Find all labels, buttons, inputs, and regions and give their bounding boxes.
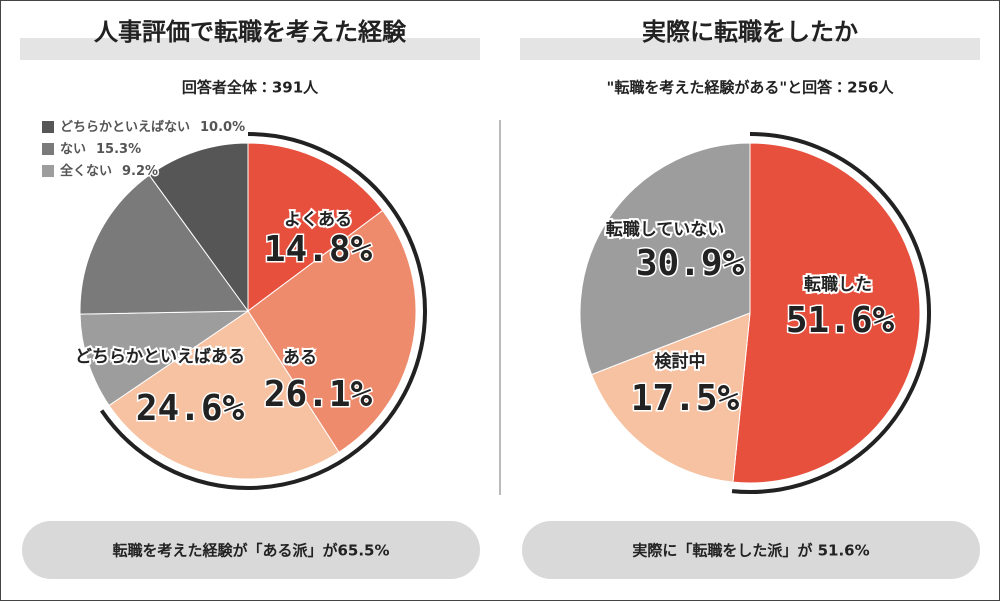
pie-slice — [732, 142, 921, 484]
summary-pill — [522, 521, 980, 579]
pie-slice — [247, 142, 384, 312]
slice-label: ある — [283, 348, 317, 368]
slice-value: 14.8% — [264, 229, 373, 270]
pie-slice — [79, 310, 250, 407]
pie-slice — [247, 209, 417, 453]
title-band — [20, 38, 480, 60]
title-band — [520, 38, 980, 60]
legend-entry: 全くない 9.2% — [60, 163, 158, 179]
slice-value: 24.6% — [136, 388, 245, 429]
legend-swatch — [42, 165, 54, 177]
pie-slice — [579, 142, 751, 376]
chart-subtitle: 回答者全体：391人 — [182, 79, 319, 97]
slice-label: 検討中 — [655, 351, 706, 372]
summary-text: 実際に「転職をした派」が 51.6% — [632, 542, 869, 560]
legend-entry: どちらかといえばない 10.0% — [60, 120, 245, 135]
chart-title: 人事評価で転職を考えた経験 — [93, 18, 407, 46]
pie-slice — [590, 312, 751, 483]
slice-label: 転職していない — [606, 219, 725, 240]
pie-slice — [108, 310, 340, 480]
slice-value: 17.5% — [631, 378, 740, 419]
summary-text: 転職を考えた経験が「ある派」が65.5% — [112, 542, 389, 560]
legend-name: どちらかといえばない — [60, 120, 190, 135]
chart-title: 実際に転職をしたか — [642, 18, 858, 46]
slice-value: 26.1% — [264, 374, 373, 415]
legend-entry: ない 15.3% — [60, 142, 141, 157]
legend-value: 9.2% — [122, 164, 158, 179]
highlight-arc — [731, 132, 931, 494]
slice-label: 転職した — [804, 274, 872, 295]
slice-label: どちらかといえばある — [75, 347, 245, 367]
pie-slice — [79, 174, 249, 315]
slice-value: 30.9% — [636, 243, 745, 284]
legend-name: 全くない — [60, 163, 112, 179]
legend-value: 10.0% — [200, 120, 245, 135]
slice-label: よくある — [284, 210, 352, 230]
legend-swatch — [42, 143, 54, 155]
legend-value: 15.3% — [96, 142, 141, 157]
legend-name: ない — [60, 142, 86, 157]
slice-value: 51.6% — [786, 300, 895, 341]
pie-slice — [148, 142, 249, 313]
summary-pill — [22, 521, 480, 579]
legend-swatch — [42, 121, 54, 133]
chart-subtitle: "転職を考えた経験がある"と回答：256人 — [607, 79, 895, 97]
highlight-arc — [99, 132, 427, 490]
